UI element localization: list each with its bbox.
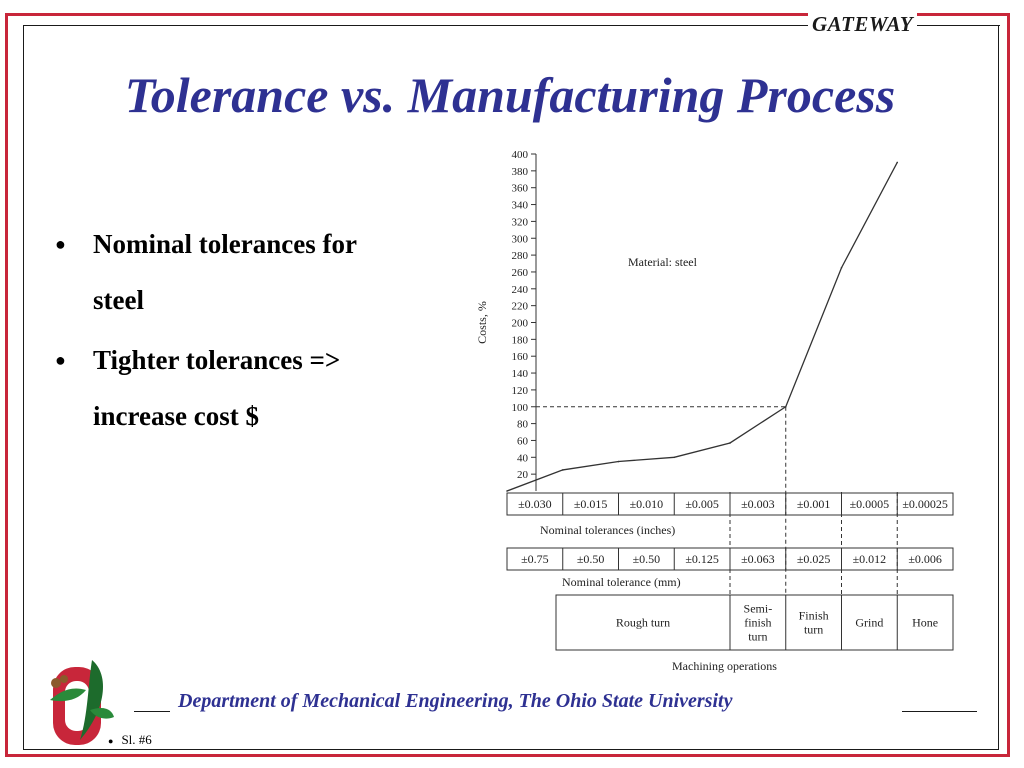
y-tick-label: 360 [512, 183, 529, 195]
operation-label: turn [748, 630, 767, 644]
inches-tick-label: ±0.030 [518, 497, 552, 511]
y-tick-label: 260 [512, 267, 529, 279]
y-tick-label: 40 [517, 452, 529, 464]
cost-data-point [561, 469, 564, 471]
y-tick-label: 80 [517, 419, 529, 431]
operations-row-label: Machining operations [672, 659, 777, 673]
operation-label: Rough turn [616, 616, 670, 630]
mm-tick-label: ±0.006 [908, 552, 942, 566]
inches-tick-label: ±0.015 [574, 497, 608, 511]
bullet-text-line2: steel [93, 285, 144, 315]
slide-number-dot-icon: ● [108, 736, 114, 746]
y-tick-label: 140 [512, 368, 529, 380]
gateway-brand: GATEWAY [808, 12, 918, 37]
y-tick-label: 180 [512, 334, 529, 346]
cost-data-point [784, 405, 787, 408]
operation-label: Hone [912, 616, 938, 630]
bullet-item: ● Nominal tolerances for steel [55, 216, 455, 328]
bullet-dot-icon: ● [55, 234, 66, 254]
y-tick-label: 200 [512, 318, 529, 330]
mm-tick-label: ±0.75 [521, 552, 549, 566]
chart-annotation: Material: steel [628, 255, 698, 269]
y-tick-label: 20 [517, 469, 529, 481]
footer-department: Department of Mechanical Engineering, Th… [178, 690, 733, 712]
y-tick-label: 280 [512, 250, 529, 262]
inches-row-label: Nominal tolerances (inches) [540, 523, 675, 537]
cost-data-point [617, 460, 620, 463]
y-tick-label: 160 [512, 351, 529, 363]
mm-tick-label: ±0.025 [797, 552, 831, 566]
mm-tick-label: ±0.063 [741, 552, 775, 566]
y-tick-label: 120 [512, 385, 529, 397]
operations-row-frame [555, 594, 954, 651]
bullet-item: ● Tighter tolerances => increase cost $ [55, 332, 455, 444]
inches-tick-label: ±0.005 [685, 497, 719, 511]
slide-title: Tolerance vs. Manufacturing Process [124, 67, 896, 123]
operation-label: Finish [799, 609, 829, 623]
footer-rule-left [134, 711, 170, 712]
cost-data-point [673, 456, 676, 459]
inches-tick-label: ±0.010 [630, 497, 664, 511]
operation-label: finish [744, 616, 771, 630]
gateway-rule [940, 25, 1000, 26]
mm-tick-label: ±0.50 [633, 552, 661, 566]
cost-data-point [840, 266, 843, 269]
bullet-text-line2: increase cost $ [93, 401, 259, 431]
cost-data-point [729, 442, 731, 444]
slide-number: ● Sl. #6 [108, 732, 152, 748]
bullet-dot-icon: ● [55, 350, 66, 370]
slide-number-text: Sl. #6 [121, 732, 152, 747]
footer-rule-right [902, 711, 977, 712]
y-tick-label: 300 [512, 233, 529, 245]
y-tick-label: 340 [512, 200, 529, 212]
bullet-text-line1: Tighter tolerances => [93, 345, 341, 375]
cost-vs-tolerance-chart: 20 40 60 80 100 120 140 160 180 200 220 240 260 280 30… [475, 149, 954, 673]
y-tick-label: 220 [512, 301, 529, 313]
inches-tick-label: ±0.003 [741, 497, 775, 511]
y-axis-label: Costs, % [475, 301, 489, 344]
slide-border-outer [5, 13, 1010, 757]
slide-border-inner [23, 25, 999, 750]
bullet-list: ● Nominal tolerances for steel ● Tighter… [55, 216, 455, 448]
y-tick-label: 320 [512, 216, 529, 228]
y-tick-label: 60 [517, 435, 529, 447]
mm-tick-label: ±0.012 [853, 552, 887, 566]
y-tick-label: 100 [512, 402, 529, 414]
inches-tick-label: ±0.00025 [902, 497, 948, 511]
y-tick-label: 240 [512, 284, 529, 296]
y-tick-label: 400 [512, 149, 529, 161]
cost-data-point [506, 490, 508, 492]
cost-data-point [896, 161, 899, 164]
ohio-state-logo-icon [50, 660, 114, 745]
mm-tick-label: ±0.50 [577, 552, 605, 566]
operation-label: Semi- [744, 602, 773, 616]
inches-tick-label: ±0.0005 [850, 497, 890, 511]
mm-tick-label: ±0.125 [685, 552, 719, 566]
cost-series-line [506, 162, 898, 492]
inches-tick-label: ±0.001 [797, 497, 831, 511]
operation-label: Grind [855, 616, 883, 630]
operation-label: turn [804, 623, 823, 637]
bullet-text-line1: Nominal tolerances for [93, 229, 357, 259]
mm-row-label: Nominal tolerance (mm) [562, 575, 681, 589]
y-tick-label: 380 [512, 166, 529, 178]
